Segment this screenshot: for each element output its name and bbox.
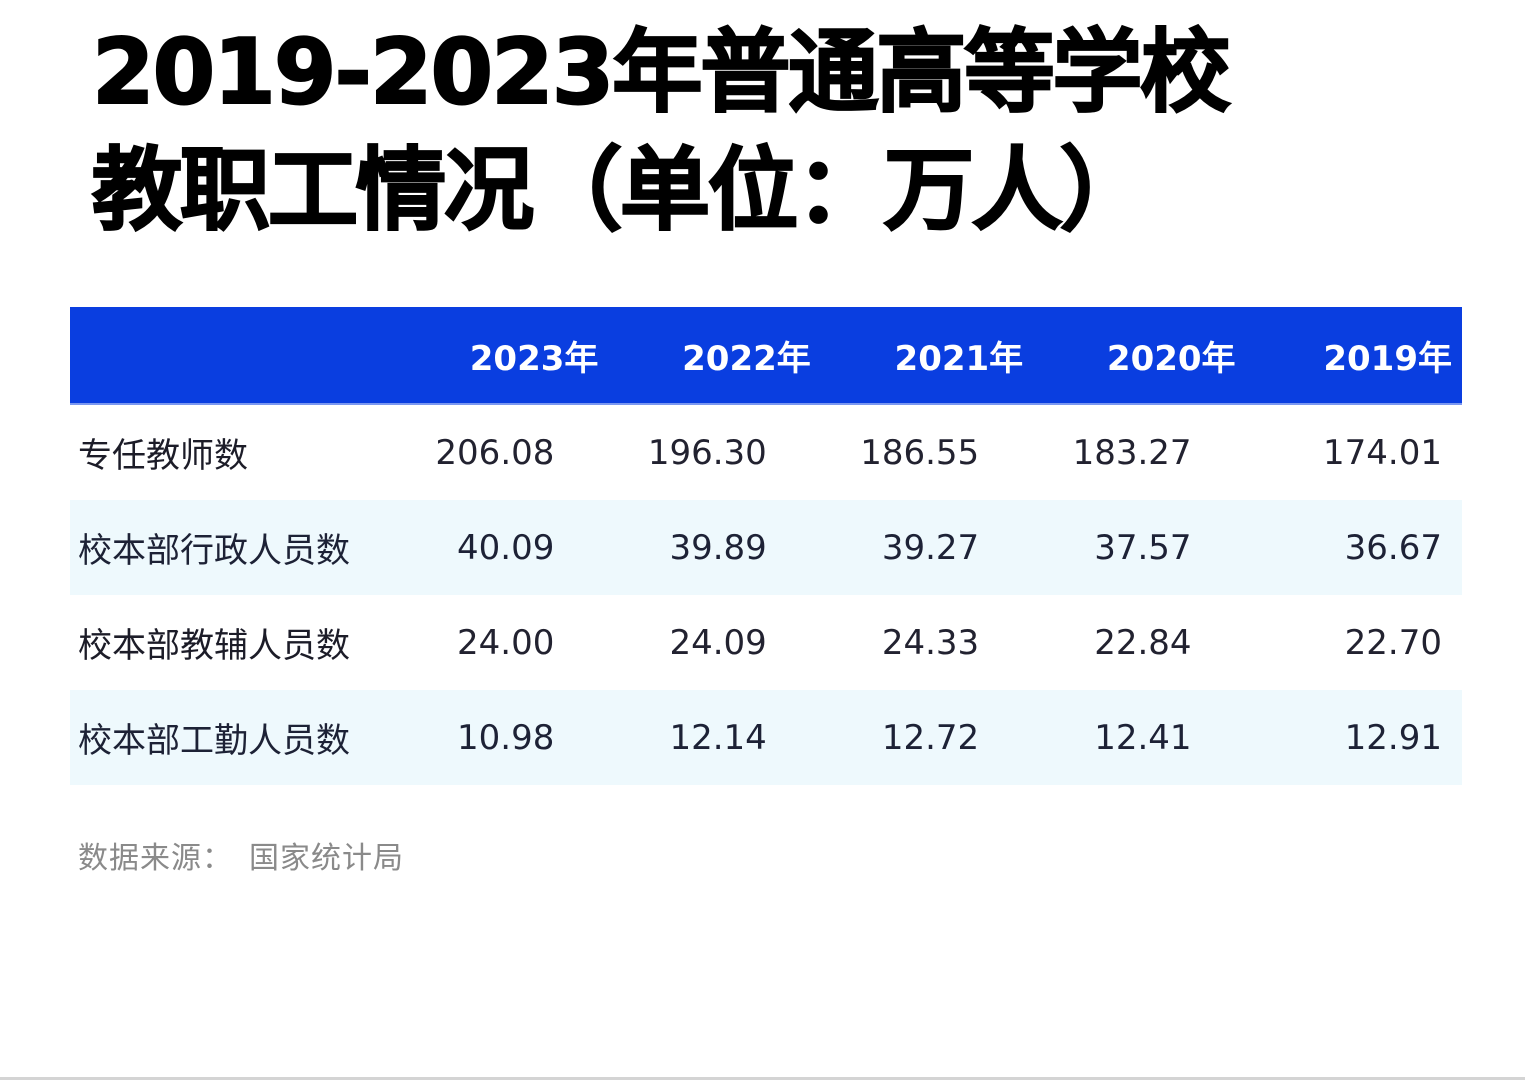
title-line-2: 教职工情况（单位：万人） (91, 137, 1151, 244)
cell-value: 39.27 (824, 500, 1038, 595)
row-label: 校本部教辅人员数 (78, 626, 350, 666)
cell-value: 24.33 (881, 622, 980, 663)
cell-value: 24.00 (457, 622, 555, 663)
cell-value: 186.55 (860, 432, 980, 473)
cell-value: 12.14 (612, 690, 825, 785)
cell-value: 12.41 (1037, 690, 1250, 785)
header-year-2022: 2022年 (612, 307, 825, 405)
cell-value: 40.09 (400, 500, 613, 595)
cell-value: 174.01 (1323, 432, 1442, 473)
table-row: 校本部行政人员数 40.09 39.89 39.27 37.57 36.67 (70, 500, 1462, 595)
source-value: 国家统计局 (249, 841, 404, 876)
cell-value: 36.67 (1249, 500, 1462, 595)
cell-value: 22.84 (1094, 622, 1192, 663)
title-line-1: 2019-2023年普通高等学校 (91, 19, 1231, 126)
header-year-2021: 2021年 (824, 307, 1038, 405)
row-label: 校本部行政人员数 (70, 500, 400, 595)
header-year-2023: 2023年 (400, 307, 613, 405)
header-blank-cell (70, 307, 400, 405)
cell-value: 24.09 (669, 622, 767, 663)
cell-value: 206.08 (435, 432, 555, 473)
cell-value: 12.91 (1249, 690, 1462, 785)
row-label: 专任教师数 (78, 436, 248, 476)
table-row: 校本部教辅人员数 24.00 24.09 24.33 22.84 22.70 (70, 595, 1462, 690)
table-row: 校本部工勤人员数 10.98 12.14 12.72 12.41 12.91 (70, 690, 1462, 785)
data-source-note: 数据来源： 国家统计局 (78, 833, 404, 877)
source-label: 数据来源： (78, 841, 233, 876)
staff-table-container: 2023年 2022年 2021年 2020年 2019年 专任教师数 206.… (70, 307, 1462, 785)
staff-table: 2023年 2022年 2021年 2020年 2019年 专任教师数 206.… (70, 307, 1462, 785)
cell-value: 39.89 (612, 500, 825, 595)
bottom-divider (0, 1077, 1525, 1080)
cell-value: 196.30 (647, 432, 767, 473)
cell-value: 37.57 (1037, 500, 1250, 595)
cell-value: 22.70 (1344, 622, 1442, 663)
cell-value: 183.27 (1072, 432, 1192, 473)
page-title: 2019-2023年普通高等学校 教职工情况（单位：万人） (91, 14, 1231, 250)
cell-value: 10.98 (400, 690, 613, 785)
row-label: 校本部工勤人员数 (70, 690, 400, 785)
header-year-2020: 2020年 (1037, 307, 1250, 405)
table-header-row: 2023年 2022年 2021年 2020年 2019年 (70, 307, 1462, 405)
header-year-2019: 2019年 (1249, 307, 1462, 405)
cell-value: 12.72 (824, 690, 1038, 785)
table-row: 专任教师数 206.08 196.30 186.55 183.27 174.01 (70, 404, 1462, 500)
